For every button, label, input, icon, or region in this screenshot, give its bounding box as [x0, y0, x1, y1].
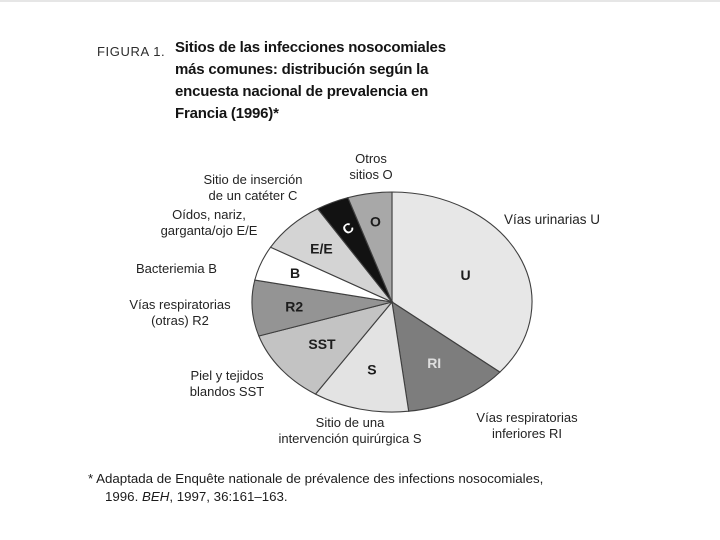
footnote-line: 1996. BEH, 1997, 36:161–163. [88, 488, 648, 506]
pie-slice-sst [258, 301, 394, 395]
pie-slice-u [391, 191, 533, 373]
pie-slice-letter-sst: SST [308, 336, 336, 352]
figure-title-line: Sitios de las infecciones nosocomiales [175, 39, 446, 56]
label-line: (otras) R2 [151, 312, 209, 328]
pie-slice-letter-s: S [367, 362, 376, 378]
footnote: * Adaptada de Enquête nationale de préva… [88, 470, 648, 506]
pie-slice-letter-ee: E/E [310, 241, 333, 257]
label-line: garganta/ojo E/E [160, 222, 258, 238]
label-vias-respiratorias-otras: Vías respiratorias (otras) R2 [100, 297, 260, 328]
figure-label: FIGURA 1. [97, 44, 166, 59]
label-piel-tejidos-blandos: Piel y tejidos blandos SST [147, 368, 307, 399]
footnote-journal: BEH [141, 489, 170, 504]
label-vias-respiratorias-inferiores: Vías respiratorias inferiores RI [447, 410, 607, 441]
label-line: Otros [355, 151, 387, 166]
label-sitio-cateter: Sitio de inserción de un catéter C [173, 172, 333, 203]
label-line: inferiores RI [491, 425, 563, 441]
page-edge-artifact [0, 0, 720, 2]
label-line: Sitio de inserción [203, 172, 303, 187]
label-line: Oídos, nariz, [172, 207, 246, 222]
pie-slice-ri [391, 300, 501, 412]
footnote-line: * Adaptada de Enquête nationale de préva… [88, 471, 544, 486]
label-vias-urinarias: Vías urinarias U [504, 212, 600, 228]
label-line: sitios O [349, 166, 393, 182]
label-line: blandos SST [189, 383, 265, 399]
pie-slice-letter-o: O [370, 214, 381, 230]
label-bacteriemia: Bacteriemia B [136, 261, 217, 277]
label-otros-sitios: Otros sitios O [321, 151, 421, 182]
label-oidos-nariz-garganta: Oídos, nariz, garganta/ojo E/E [129, 207, 289, 238]
label-line: Vías respiratorias [476, 410, 578, 425]
label-line: de un catéter C [208, 187, 298, 203]
label-line: Vías urinarias U [504, 212, 601, 227]
pie-slice-letter-b: B [290, 265, 300, 281]
pie-slice-s [314, 300, 410, 413]
label-line: Vías respiratorias [129, 297, 231, 312]
label-line: intervención quirúrgica S [278, 430, 422, 446]
pie-slice-letter-u: U [460, 267, 470, 283]
figure-title: Sitios de las infecciones nosocomiales m… [175, 37, 446, 125]
figure-title-line: Francia (1996)* [175, 105, 279, 122]
label-intervencion-quirurgica: Sitio de una intervención quirúrgica S [250, 415, 450, 446]
figure-title-line: más comunes: distribución según la [175, 61, 429, 78]
footnote-text: 1996. [105, 489, 142, 504]
label-line: Piel y tejidos [190, 368, 264, 383]
pie-slice-letter-r2: R2 [285, 298, 303, 314]
footnote-text: , 1997, 36:161–163. [169, 489, 288, 504]
label-line: Bacteriemia B [136, 261, 217, 276]
label-line: Sitio de una [315, 415, 385, 430]
pie-slice-letter-ri: RI [427, 355, 441, 371]
pie-slice-o [347, 191, 393, 303]
figure-title-line: encuesta nacional de prevalencia en [175, 83, 429, 100]
